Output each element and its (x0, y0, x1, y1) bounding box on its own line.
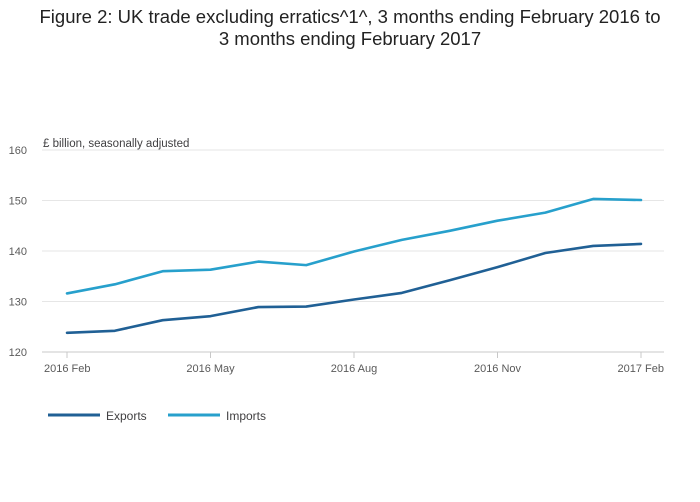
data-point-imports-10[interactable] (542, 210, 548, 216)
x-tick-label-4: 2017 Feb (618, 363, 664, 375)
y-axis-label: £ billion, seasonally adjusted (43, 138, 189, 150)
data-point-exports-12[interactable] (638, 241, 644, 247)
data-point-imports-5[interactable] (303, 262, 309, 268)
data-point-exports-3[interactable] (208, 313, 214, 319)
x-tick-label-0: 2016 Feb (44, 363, 90, 375)
series-lines (64, 196, 644, 336)
data-point-exports-6[interactable] (351, 296, 357, 302)
data-point-exports-0[interactable] (64, 330, 70, 336)
data-point-imports-9[interactable] (495, 218, 501, 224)
data-point-exports-10[interactable] (542, 250, 548, 256)
y-tick-label-130: 130 (9, 297, 27, 309)
data-point-imports-0[interactable] (64, 290, 70, 296)
data-point-imports-1[interactable] (112, 281, 118, 287)
data-point-imports-11[interactable] (590, 196, 596, 202)
legend-label-imports: Imports (226, 409, 266, 423)
legend-label-exports: Exports (106, 409, 147, 423)
axes: 120 130 140 150 160 2016 Feb 2016 May 2016 Aug 2… (9, 145, 664, 375)
data-point-exports-11[interactable] (590, 243, 596, 249)
data-point-exports-8[interactable] (447, 277, 453, 283)
chart-title-line-2: 3 months ending February 2017 (218, 28, 482, 49)
data-point-exports-5[interactable] (303, 304, 309, 310)
y-tick-label-140: 140 (9, 246, 27, 258)
data-point-exports-9[interactable] (495, 264, 501, 270)
legend[interactable]: Exports Imports (48, 409, 266, 423)
chart-title: Figure 2: UK trade excluding erratics^1^… (0, 6, 700, 50)
series-line-exports[interactable] (65, 242, 643, 335)
data-point-imports-4[interactable] (255, 259, 261, 265)
data-point-exports-7[interactable] (399, 290, 405, 296)
data-point-exports-2[interactable] (160, 317, 166, 323)
data-point-exports-1[interactable] (112, 328, 118, 334)
x-tick-label-3: 2016 Nov (474, 363, 522, 375)
chart-title-line-1: Figure 2: UK trade excluding erratics^1^… (39, 6, 661, 27)
data-point-imports-12[interactable] (638, 197, 644, 203)
y-tick-label-120: 120 (9, 347, 27, 359)
y-tick-label-160: 160 (9, 145, 27, 157)
series-line-imports[interactable] (65, 197, 643, 295)
legend-item-imports[interactable]: Imports (168, 409, 266, 423)
data-point-exports-4[interactable] (255, 304, 261, 310)
x-tick-label-1: 2016 May (186, 363, 235, 375)
data-point-imports-2[interactable] (160, 268, 166, 274)
data-point-imports-6[interactable] (351, 249, 357, 255)
y-tick-label-150: 150 (9, 196, 27, 208)
data-point-imports-8[interactable] (447, 228, 453, 234)
data-point-imports-3[interactable] (208, 267, 214, 273)
x-tick-label-2: 2016 Aug (331, 363, 378, 375)
data-point-imports-7[interactable] (399, 237, 405, 243)
legend-item-exports[interactable]: Exports (48, 409, 147, 423)
